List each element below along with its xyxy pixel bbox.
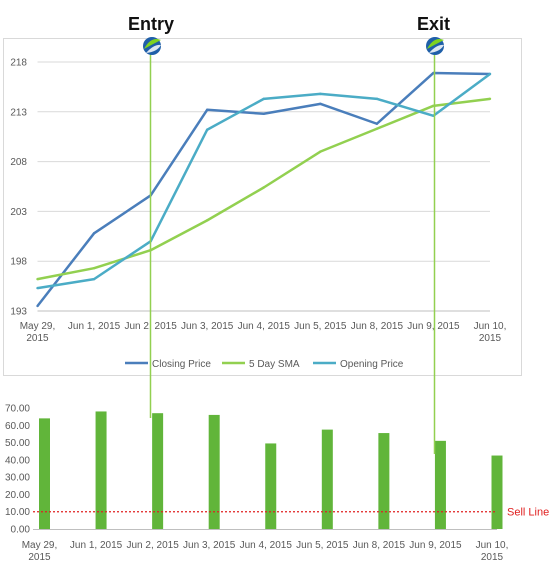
series-point-opening-price	[375, 97, 379, 101]
bar-x-tick-label: Jun 9, 2015	[409, 540, 462, 551]
x-tick-label: Jun 9, 2015	[407, 321, 460, 332]
bar-x-tick-label: Jun 5, 2015	[296, 540, 349, 551]
series-point-5-day-sma	[319, 150, 322, 153]
bar-x-tick-label-line: Jun 2, 2015	[126, 540, 179, 551]
bar-x-tick-label-line: Jun 10,	[476, 540, 509, 551]
bar-x-tick-label-line: Jun 5, 2015	[296, 540, 349, 551]
series-point-5-day-sma	[488, 97, 492, 101]
series-point-closing-price	[262, 112, 265, 115]
bar-x-tick-label: Jun 10, 2015	[476, 540, 509, 563]
x-tick-label-line: Jun 10,	[474, 321, 507, 332]
bar-x-tick-label-line: Jun 1, 2015	[70, 540, 123, 551]
bar	[208, 414, 220, 529]
x-tick-label-line: 2015	[479, 333, 502, 344]
exit-globe-icon	[426, 37, 444, 55]
series-point-closing-price	[36, 304, 39, 308]
bar-x-tick-label: Jun 4, 2015	[240, 540, 293, 551]
bar	[378, 433, 390, 529]
bar-y-tick-label: 0.00	[11, 525, 31, 536]
exit-marker: Exit	[417, 14, 450, 454]
legend-label-closing-price: Closing Price	[152, 359, 211, 370]
series-point-5-day-sma	[205, 219, 209, 222]
y-tick-label: 203	[10, 207, 27, 218]
x-tick-label: Jun 5, 2015	[294, 321, 347, 332]
bar-y-tick-label: 50.00	[5, 438, 30, 449]
bar-x-tick-label: May 29, 2015	[22, 540, 58, 563]
entry-label: Entry	[128, 14, 174, 34]
series-point-5-day-sma	[36, 277, 39, 281]
exit-label: Exit	[417, 14, 450, 34]
bar-chart-axis-labels: 0.00 10.00 20.00 30.00 40.00 50.00 60.00 70.00 M…	[5, 404, 508, 563]
series-point-opening-price	[92, 277, 96, 281]
x-tick-label-line: Jun 3, 2015	[181, 321, 234, 332]
bar-x-tick-label-line: May 29,	[22, 540, 58, 551]
legend-label-opening-price: Opening Price	[340, 359, 404, 370]
bar	[95, 411, 107, 529]
bar-y-tick-label: 10.00	[5, 507, 30, 518]
line-chart-series	[36, 71, 492, 308]
bar	[491, 455, 503, 529]
y-tick-label: 208	[10, 157, 27, 168]
bar-y-tick-label: 30.00	[5, 473, 30, 484]
bar-y-tick-label: 70.00	[5, 404, 30, 415]
series-point-5-day-sma	[262, 186, 265, 189]
bar-x-tick-label: Jun 2, 2015	[126, 540, 179, 551]
series-point-opening-price	[36, 286, 39, 290]
series-point-closing-price	[92, 232, 96, 235]
x-tick-label: Jun 4, 2015	[238, 321, 291, 332]
bar-x-tick-label: Jun 1, 2015	[70, 540, 123, 551]
y-tick-label: 198	[10, 257, 27, 268]
y-tick-label: 193	[10, 307, 27, 318]
bar-x-tick-label-line: Jun 8, 2015	[353, 540, 406, 551]
x-tick-label-line: Jun 1, 2015	[68, 321, 121, 332]
x-tick-label-line: Jun 4, 2015	[238, 321, 291, 332]
bar-x-tick-label-line: Jun 9, 2015	[409, 540, 462, 551]
series-point-opening-price	[488, 72, 492, 76]
series-point-closing-price	[205, 108, 209, 112]
bar	[152, 413, 164, 529]
x-tick-label-line: 2015	[26, 333, 49, 344]
y-tick-label: 213	[10, 107, 27, 118]
y-tick-label: 218	[10, 58, 27, 69]
entry-globe-icon	[143, 37, 161, 55]
bar-x-tick-label: Jun 3, 2015	[183, 540, 236, 551]
x-tick-label: May 29, 2015	[20, 321, 56, 344]
x-tick-label-line: Jun 8, 2015	[351, 321, 404, 332]
line-chart-legend: Closing Price 5 Day SMA Opening Price	[125, 359, 404, 370]
bar	[321, 429, 333, 529]
bar-y-tick-label: 40.00	[5, 455, 30, 466]
bar	[265, 443, 277, 529]
bar-x-tick-label: Jun 8, 2015	[353, 540, 406, 551]
bar-y-tick-label: 20.00	[5, 490, 30, 501]
series-point-opening-price	[319, 92, 322, 96]
bar-x-tick-label-line: 2015	[28, 552, 51, 563]
bar-x-tick-label-line: 2015	[481, 552, 504, 563]
bar-chart-bars	[39, 411, 503, 529]
entry-marker: Entry	[128, 14, 174, 418]
x-tick-label: Jun 3, 2015	[181, 321, 234, 332]
series-point-5-day-sma	[375, 127, 379, 130]
sell-line-group: Sell Line	[33, 507, 549, 519]
sell-line-label: Sell Line	[507, 507, 549, 519]
x-tick-label: Jun 10, 2015	[474, 321, 507, 344]
x-tick-label: Jun 8, 2015	[351, 321, 404, 332]
series-point-opening-price	[205, 128, 209, 131]
x-tick-label-line: Jun 9, 2015	[407, 321, 460, 332]
bar	[39, 418, 50, 529]
x-tick-label-line: Jun 5, 2015	[294, 321, 347, 332]
bar	[434, 440, 446, 529]
series-point-5-day-sma	[92, 266, 96, 270]
bar-x-tick-label-line: Jun 4, 2015	[240, 540, 293, 551]
series-point-closing-price	[319, 102, 322, 106]
series-point-closing-price	[375, 122, 379, 125]
bar-x-tick-label-line: Jun 3, 2015	[183, 540, 236, 551]
x-tick-label-line: May 29,	[20, 321, 56, 332]
x-tick-label: Jun 1, 2015	[68, 321, 121, 332]
series-point-opening-price	[262, 97, 265, 101]
bar-y-tick-label: 60.00	[5, 421, 30, 432]
legend-label-5-day-sma: 5 Day SMA	[249, 359, 300, 370]
